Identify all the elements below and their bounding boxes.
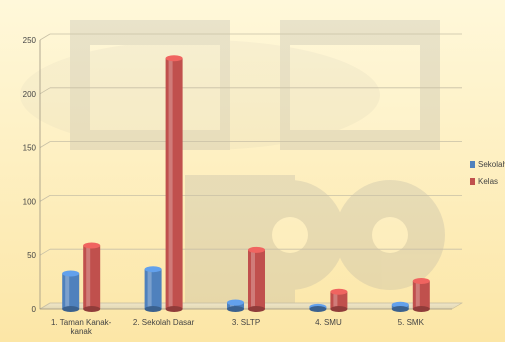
bar-top bbox=[330, 288, 348, 295]
bar-top bbox=[227, 299, 244, 306]
bar-body bbox=[62, 273, 80, 309]
bar-base bbox=[83, 306, 101, 312]
legend-label-sekolah: Sekolah bbox=[478, 160, 505, 169]
gridline-depth bbox=[39, 195, 51, 202]
x-category-label: 3. SLTP bbox=[232, 318, 260, 327]
bar-base bbox=[227, 306, 244, 312]
bar-sekolah bbox=[144, 266, 162, 312]
bar-highlight bbox=[86, 247, 91, 307]
bar-highlight bbox=[251, 251, 255, 307]
bar-sekolah bbox=[227, 299, 244, 312]
x-category-label: 2. Sekolah Dasar bbox=[133, 318, 195, 327]
bar-top bbox=[391, 301, 409, 308]
bar-base bbox=[165, 306, 183, 312]
bar-highlight bbox=[230, 304, 234, 307]
y-tick-label: 200 bbox=[23, 90, 37, 99]
bar-sekolah bbox=[391, 301, 409, 312]
y-tick-label: 50 bbox=[27, 251, 36, 260]
bar-body bbox=[248, 249, 265, 309]
bar-sekolah bbox=[62, 270, 80, 312]
legend-swatch-sekolah bbox=[470, 161, 475, 168]
bar-highlight bbox=[147, 271, 152, 307]
bar-body bbox=[83, 245, 101, 309]
bar-base bbox=[391, 306, 409, 312]
gridline-depth bbox=[39, 141, 51, 148]
x-category-label: 4. SMU bbox=[315, 318, 342, 327]
bar-kelas bbox=[330, 288, 348, 312]
bar-highlight bbox=[333, 293, 338, 307]
bar-base bbox=[309, 306, 327, 312]
bar-base bbox=[144, 306, 162, 312]
gridline-depth bbox=[39, 87, 51, 95]
bar-body bbox=[412, 281, 430, 309]
x-category-label: 5. SMK bbox=[398, 318, 425, 327]
bar-highlight bbox=[415, 283, 420, 307]
bar-kelas bbox=[165, 55, 183, 312]
bar-body bbox=[144, 269, 162, 309]
bar-base bbox=[330, 306, 348, 312]
bar-top bbox=[248, 246, 265, 253]
bar-body bbox=[165, 58, 183, 310]
legend-label-kelas: Kelas bbox=[478, 177, 498, 186]
y-tick-label: 100 bbox=[23, 197, 37, 206]
bar-top bbox=[83, 242, 101, 249]
bar-base bbox=[248, 306, 265, 312]
bar-top bbox=[62, 270, 80, 277]
bar-base bbox=[62, 306, 80, 312]
bar-highlight bbox=[168, 60, 173, 308]
bar-top bbox=[412, 278, 430, 285]
bar-kelas bbox=[248, 246, 265, 312]
bar-base bbox=[412, 306, 430, 312]
y-tick-label: 250 bbox=[23, 36, 37, 45]
bar-body bbox=[227, 302, 244, 309]
y-tick-label: 150 bbox=[23, 144, 37, 153]
bar-kelas bbox=[83, 242, 101, 312]
gridline-depth bbox=[39, 302, 51, 310]
gridline-depth bbox=[39, 248, 51, 256]
bar-top bbox=[165, 55, 183, 62]
bar-top bbox=[144, 266, 162, 273]
legend-swatch-kelas bbox=[470, 178, 475, 185]
x-category-label: 1. Taman Kanak-kanak bbox=[51, 318, 112, 336]
bar-kelas bbox=[412, 278, 430, 312]
y-tick-label: 0 bbox=[32, 305, 37, 314]
gridline-depth bbox=[39, 33, 51, 41]
bar-highlight bbox=[65, 275, 70, 307]
bar-body bbox=[330, 291, 348, 309]
bar-sekolah bbox=[309, 303, 327, 312]
